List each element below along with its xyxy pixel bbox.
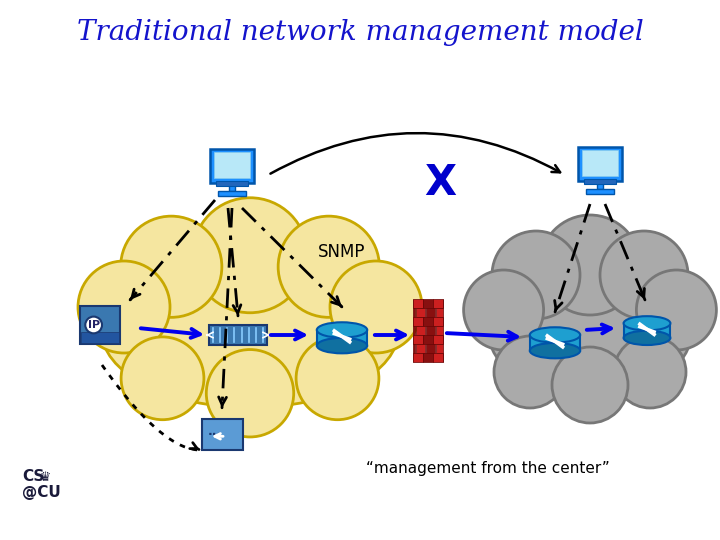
Circle shape (296, 337, 379, 420)
Circle shape (600, 231, 688, 319)
FancyBboxPatch shape (210, 149, 254, 183)
FancyBboxPatch shape (426, 326, 435, 335)
FancyBboxPatch shape (436, 326, 443, 335)
Circle shape (636, 270, 716, 350)
FancyBboxPatch shape (426, 308, 435, 316)
FancyBboxPatch shape (413, 335, 423, 343)
FancyBboxPatch shape (597, 181, 603, 188)
FancyBboxPatch shape (443, 318, 444, 326)
Ellipse shape (530, 327, 580, 343)
FancyBboxPatch shape (209, 325, 267, 345)
Text: CS: CS (22, 469, 45, 484)
Text: @CU: @CU (22, 485, 60, 500)
Circle shape (192, 198, 307, 313)
FancyBboxPatch shape (443, 299, 444, 308)
Circle shape (494, 336, 566, 408)
Circle shape (207, 349, 294, 437)
Text: X: X (424, 162, 456, 204)
FancyBboxPatch shape (413, 345, 415, 353)
Circle shape (492, 231, 580, 319)
FancyBboxPatch shape (582, 150, 618, 176)
Polygon shape (530, 335, 580, 350)
Text: SNMP: SNMP (318, 243, 366, 261)
Ellipse shape (317, 322, 367, 338)
FancyBboxPatch shape (416, 345, 425, 353)
FancyBboxPatch shape (433, 335, 443, 343)
Text: “management from the center”: “management from the center” (366, 461, 610, 476)
FancyBboxPatch shape (433, 299, 443, 308)
Ellipse shape (102, 252, 399, 408)
FancyBboxPatch shape (214, 152, 250, 178)
FancyBboxPatch shape (216, 181, 248, 186)
FancyBboxPatch shape (426, 345, 435, 353)
FancyBboxPatch shape (218, 191, 246, 195)
Polygon shape (624, 323, 670, 338)
FancyBboxPatch shape (416, 326, 425, 335)
FancyBboxPatch shape (416, 308, 425, 316)
Ellipse shape (530, 343, 580, 359)
Circle shape (278, 216, 379, 318)
Text: IP: IP (88, 320, 99, 330)
Circle shape (78, 261, 170, 353)
FancyBboxPatch shape (436, 345, 443, 353)
Ellipse shape (624, 316, 670, 330)
Ellipse shape (317, 338, 367, 353)
FancyBboxPatch shape (436, 308, 443, 316)
Ellipse shape (488, 262, 692, 397)
Circle shape (121, 337, 204, 420)
Circle shape (330, 261, 422, 353)
FancyBboxPatch shape (413, 318, 423, 326)
FancyBboxPatch shape (229, 183, 235, 191)
Text: ♛: ♛ (40, 471, 51, 484)
FancyBboxPatch shape (433, 318, 443, 326)
FancyBboxPatch shape (423, 318, 433, 326)
FancyBboxPatch shape (443, 335, 444, 343)
Text: ...: ... (207, 426, 222, 438)
FancyBboxPatch shape (413, 299, 423, 308)
Ellipse shape (624, 330, 670, 345)
Circle shape (614, 336, 686, 408)
FancyBboxPatch shape (443, 353, 444, 362)
FancyBboxPatch shape (413, 308, 415, 316)
Circle shape (540, 215, 640, 315)
FancyBboxPatch shape (584, 179, 616, 184)
FancyBboxPatch shape (423, 299, 433, 308)
FancyBboxPatch shape (80, 306, 120, 344)
FancyBboxPatch shape (423, 335, 433, 343)
FancyBboxPatch shape (586, 188, 613, 193)
FancyBboxPatch shape (413, 353, 423, 362)
FancyBboxPatch shape (202, 419, 243, 449)
Text: Traditional network management model: Traditional network management model (76, 18, 644, 45)
FancyBboxPatch shape (577, 147, 622, 181)
FancyBboxPatch shape (423, 353, 433, 362)
FancyArrowPatch shape (271, 133, 560, 174)
Circle shape (464, 270, 544, 350)
Polygon shape (317, 330, 367, 346)
Circle shape (85, 316, 102, 333)
FancyBboxPatch shape (413, 326, 415, 335)
FancyBboxPatch shape (81, 332, 119, 343)
Circle shape (552, 347, 628, 423)
Circle shape (121, 216, 222, 318)
FancyBboxPatch shape (433, 353, 443, 362)
